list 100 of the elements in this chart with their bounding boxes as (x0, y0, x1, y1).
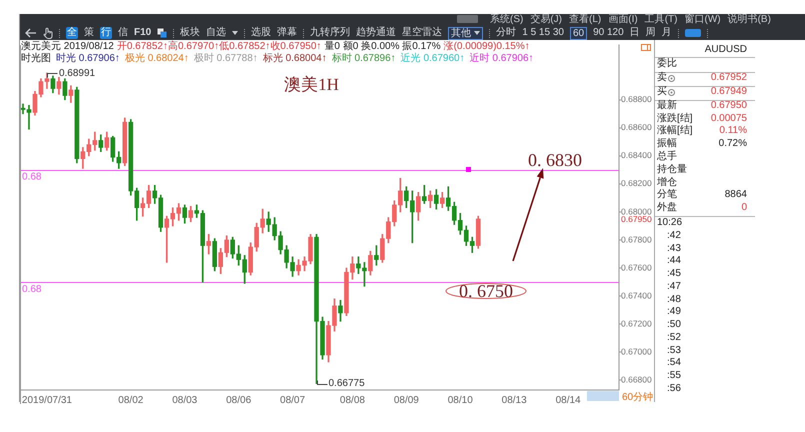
text: 趋势通道 (356, 27, 396, 39)
text: 信 (118, 27, 128, 39)
text: :50 (667, 319, 681, 331)
annotation: 标时 0.67896↑ (332, 53, 396, 64)
x-tick-label: 08/09 (394, 394, 420, 406)
x-tick-label: 08/03 (172, 394, 198, 406)
text: 0.11% (719, 125, 747, 137)
text: 日 (630, 27, 640, 39)
text: 0.67952 (710, 72, 747, 84)
annotation: 0.68991 (58, 68, 96, 78)
y-tick-label: 0.67200 (621, 318, 652, 328)
y-tick-label: 0.67600 (621, 262, 652, 272)
text: :48 (667, 294, 681, 306)
text: 0.67949 (710, 86, 747, 98)
text: :43 (667, 242, 681, 254)
x-tick-label: 08/02 (118, 394, 144, 406)
y-tick-label: 0.67400 (621, 290, 652, 300)
text: 0.00075 (710, 113, 747, 125)
text: 最新 (657, 100, 677, 112)
text: 0.67950 (710, 100, 747, 112)
annotation: 0. 6750 (459, 281, 513, 302)
text: 周 (646, 27, 656, 39)
text: 增仓 (657, 177, 677, 189)
text: AUDUSD (704, 44, 747, 56)
y-tick-label: 0.67000 (621, 346, 652, 356)
text: 查看(L) (569, 14, 602, 26)
annotation: 涨(0.00099)0.15%↑ (444, 41, 530, 52)
text: 画面(I) (608, 14, 638, 26)
text: 分时 (496, 27, 516, 39)
x-tick-label: 08/14 (556, 394, 582, 406)
annotation: 近光 0.67960↑ (400, 53, 465, 64)
x-tick-label: 08/10 (448, 394, 474, 406)
text: 弹幕 (277, 27, 298, 39)
annotation: 0. 6830 (528, 150, 582, 170)
text: 板块 (180, 27, 200, 39)
text: :53 (667, 344, 681, 356)
text: :47 (667, 280, 681, 293)
x-tick-label: 08/07 (280, 394, 306, 406)
text: 行 (100, 27, 112, 39)
text: :56 (667, 382, 681, 395)
text: :42 (667, 230, 681, 242)
text: 60分钟 (622, 392, 654, 404)
x-tick-label: 2019/07/31 (22, 394, 72, 406)
text: 澳美1H (284, 75, 339, 95)
annotation: 澳元美元 2019/08/12 (21, 41, 114, 52)
annotation: 极光 0.68024↑ (124, 53, 189, 64)
y-tick-label: 0.68400 (621, 150, 652, 160)
annotation: 0.66775 (328, 378, 365, 390)
x-tick-label: 08/08 (340, 394, 366, 406)
text: 总手 (657, 151, 677, 163)
y-tick-label: 0.66800 (621, 374, 652, 385)
y-tick-label: 0.68000 (621, 206, 652, 216)
text: :55 (667, 370, 681, 382)
text: 月 (662, 27, 672, 39)
annotation: 近时 0.67906↑ (470, 53, 534, 64)
y-tick-label: 0.68800 (621, 94, 652, 104)
text: :44 (667, 255, 681, 268)
text: :45 (667, 268, 681, 280)
text: 涨幅[结] (657, 125, 693, 137)
text: 星空雷达 (402, 27, 442, 39)
annotation: 开0.67852↑高0.67970↑低0.67852↑收0.67950↑ (116, 41, 322, 52)
text: F10 (134, 27, 152, 39)
text: 其他 (451, 28, 472, 38)
text: 涨跌[结] (657, 113, 693, 124)
text: 0.67950 (621, 214, 652, 224)
annotation: 时光图 (21, 53, 51, 64)
text: 0.72% (718, 138, 747, 150)
text: 说明书(B) (728, 14, 771, 26)
ref-line-label: 0.68 (22, 172, 42, 183)
text: 买 (657, 86, 667, 98)
text: :54 (667, 357, 681, 370)
text: :52 (667, 332, 681, 344)
text: 分笔 (657, 189, 677, 201)
text: 外盘 (657, 202, 677, 214)
y-tick-label: 0.68200 (621, 178, 652, 188)
text: 全 (66, 27, 78, 39)
text: 策 (84, 27, 94, 39)
text: 自选 (206, 27, 226, 39)
text: 持仓量 (657, 164, 687, 176)
text: 交易(J) (530, 14, 562, 26)
x-tick-label: 08/13 (502, 394, 528, 406)
annotation: 时光 0.67906↑ (56, 53, 120, 64)
text: 选股 (251, 27, 272, 39)
text: :49 (667, 306, 681, 318)
text: 窗口(W) (684, 14, 721, 26)
text: 10:26 (657, 217, 682, 229)
text: 1 5 15 30 (522, 27, 564, 39)
x-tick-label: 08/06 (226, 394, 252, 406)
text: 60 (572, 28, 584, 38)
text: 工具(T) (644, 14, 678, 26)
y-tick-label: 0.68600 (621, 122, 652, 132)
text: 0 (741, 202, 747, 214)
text: 委比 (657, 58, 677, 70)
annotation: 量0 额0 换0.00% 振0.17% (324, 41, 441, 52)
text: 卖 (657, 72, 667, 84)
y-tick-label: 0.67800 (621, 234, 652, 244)
text: 8864 (724, 189, 747, 201)
ref-line-label: 0.68 (22, 284, 42, 295)
text: 90 120 (593, 27, 624, 39)
text: 系统(S) (490, 14, 524, 26)
